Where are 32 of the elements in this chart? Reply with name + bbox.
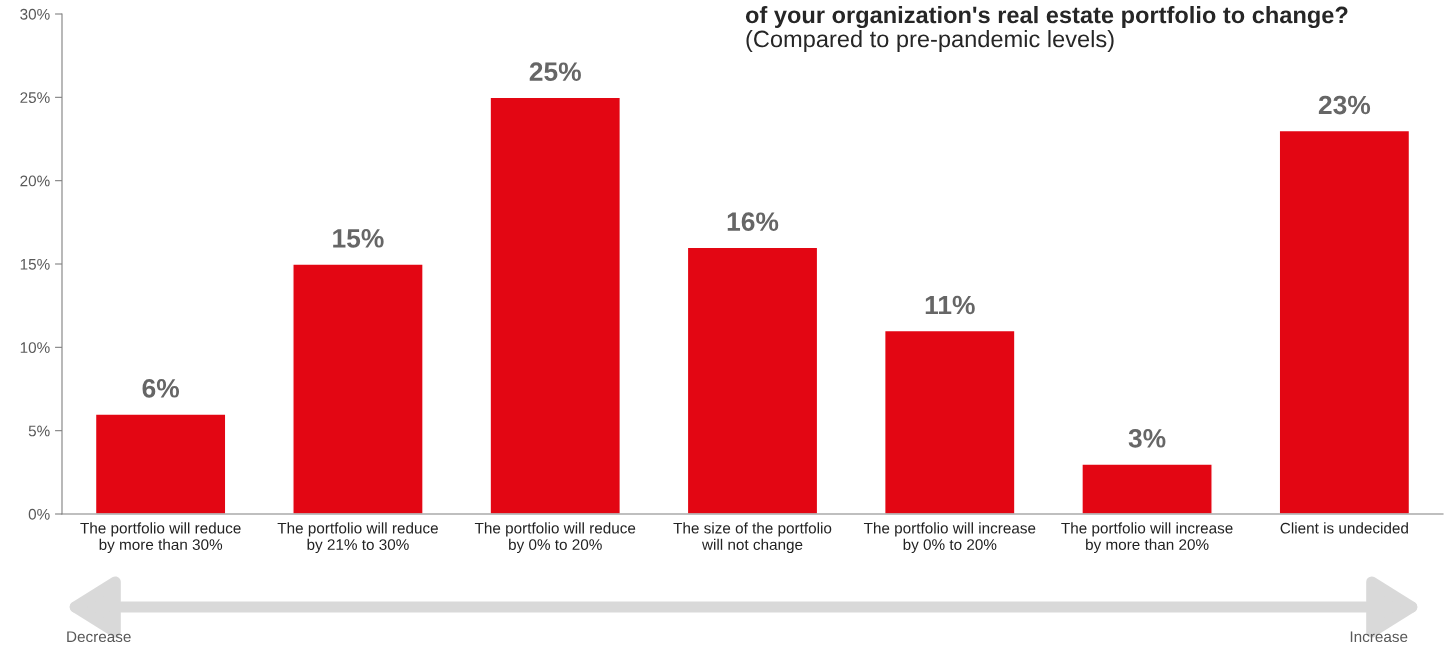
y-tick-label: 25% <box>20 92 50 104</box>
text: Increase <box>1350 631 1408 643</box>
y-tick-label: 15% <box>20 258 50 270</box>
bar <box>292 263 424 514</box>
x-tick-label: The size of the portfolio will not change <box>673 522 832 554</box>
data-label: 6% <box>142 378 180 398</box>
bar <box>94 413 227 514</box>
bar <box>883 329 1016 514</box>
y-tick-label: 5% <box>28 425 50 437</box>
bar <box>1278 129 1411 514</box>
data-label: 16% <box>727 212 779 232</box>
data-label: 11% <box>925 295 975 315</box>
x-tick-label: The portfolio will reduce by 0% to 20% <box>474 522 636 554</box>
bar <box>686 246 819 514</box>
text: (Compared to pre-pandemic levels) <box>746 30 1114 53</box>
data-label: 3% <box>1128 428 1166 448</box>
chart-title: of your organization's real estate portfolio to change? <box>745 6 1348 29</box>
y-tick-label: 0% <box>28 508 50 520</box>
text: Decrease <box>67 631 131 643</box>
bar <box>1081 463 1213 514</box>
data-label: 15% <box>333 229 384 248</box>
x-tick-label: The portfolio will increase by 0% to 20% <box>863 522 1036 554</box>
x-tick-label: The portfolio will reduce by 21% to 30% <box>277 522 438 554</box>
y-tick-label: 30% <box>20 8 50 20</box>
data-label: 23% <box>1318 95 1371 115</box>
y-tick-label: 10% <box>20 342 50 354</box>
x-tick-label: The portfolio will increase by more than 20% <box>1061 522 1233 554</box>
x-tick-label: Client is undecided <box>1280 522 1408 534</box>
data-label: 25% <box>529 62 581 82</box>
y-tick-label: 20% <box>20 175 50 187</box>
bar <box>489 96 622 514</box>
x-tick-label: The portfolio will reduce by more than 30% <box>80 522 241 554</box>
